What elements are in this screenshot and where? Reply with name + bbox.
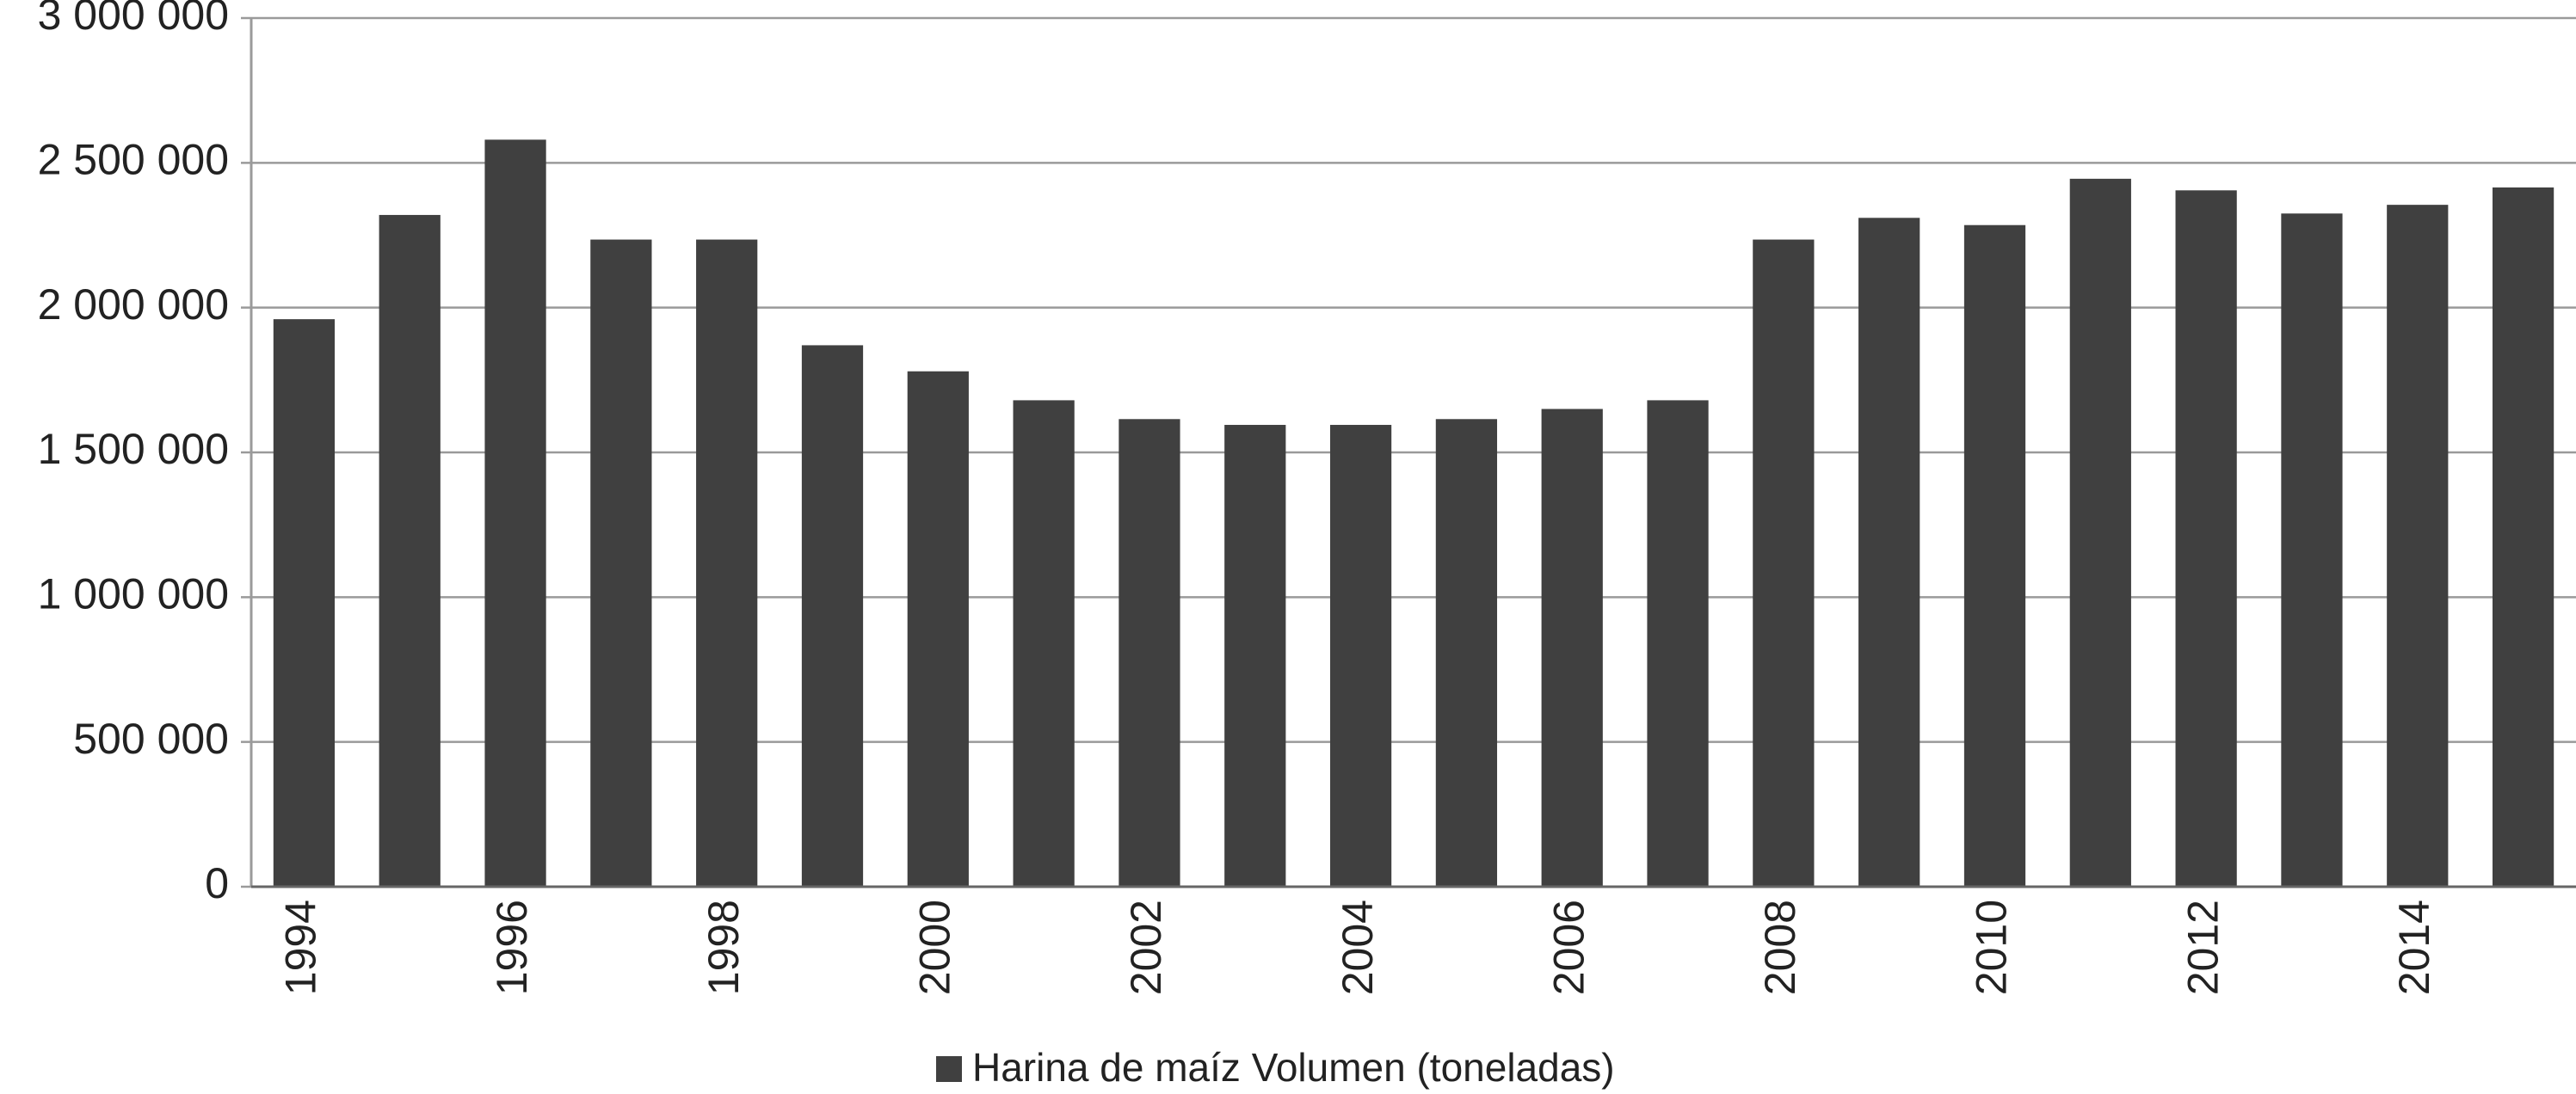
x-tick-label: 2010 (1968, 900, 2016, 995)
bar (1435, 419, 1498, 887)
bar (2175, 190, 2237, 888)
legend-label: Harina de maíz Volumen (toneladas) (972, 1045, 1615, 1090)
y-tick-label: 1 500 000 (38, 425, 229, 473)
y-tick-label: 1 000 000 (38, 570, 229, 618)
x-tick-label: 2012 (2179, 900, 2227, 995)
bar (1753, 239, 1815, 887)
x-tick-label: 2014 (2390, 900, 2438, 995)
bar (1119, 419, 1180, 887)
bar (907, 371, 969, 887)
bar (696, 239, 758, 887)
bar (1963, 224, 2026, 887)
bar (1647, 400, 1709, 887)
bar (801, 345, 864, 887)
x-tick-label: 2008 (1756, 900, 1804, 995)
bar (1013, 400, 1075, 887)
y-tick-label: 3 000 000 (38, 0, 229, 39)
x-tick-label: 2004 (1334, 900, 1382, 995)
bar (484, 139, 546, 887)
bar (1858, 218, 1920, 888)
bar (2069, 178, 2131, 888)
bar (2492, 187, 2554, 887)
bar (1541, 409, 1603, 887)
x-tick-label: 2006 (1544, 900, 1593, 995)
legend-swatch (936, 1056, 962, 1082)
x-tick-label: 1998 (699, 900, 748, 995)
bar (590, 239, 652, 887)
y-tick-label: 2 500 000 (38, 136, 229, 184)
x-tick-label: 1994 (277, 900, 325, 995)
bar (379, 214, 441, 887)
bar (2281, 213, 2343, 887)
bar (2387, 205, 2449, 887)
bar (1224, 425, 1286, 887)
x-tick-label: 2000 (911, 900, 959, 995)
x-tick-label: 1996 (488, 900, 536, 995)
y-tick-label: 2 000 000 (38, 280, 229, 329)
y-tick-label: 0 (205, 859, 229, 907)
bar (273, 319, 336, 888)
x-tick-label: 2002 (1122, 900, 1170, 995)
y-tick-label: 500 000 (73, 715, 229, 763)
bar (1329, 425, 1392, 887)
